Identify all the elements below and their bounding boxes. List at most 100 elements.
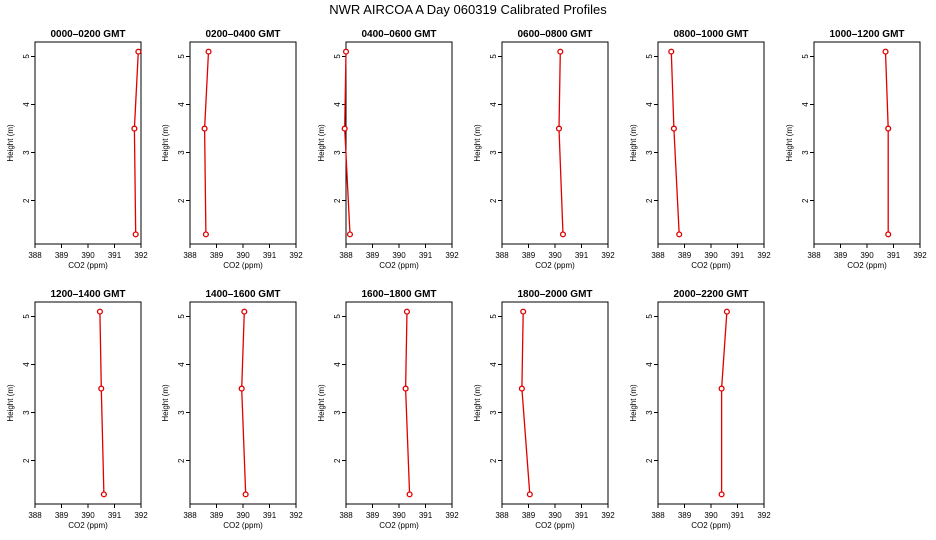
- x-axis-label: CO2 (ppm): [691, 261, 731, 270]
- data-point: [135, 48, 142, 55]
- x-tick-label: 390: [704, 511, 718, 520]
- x-tick-label: 392: [134, 251, 148, 260]
- y-tick-label: 2: [22, 458, 31, 463]
- data-point: [555, 125, 563, 132]
- data-point: [238, 385, 245, 392]
- y-tick-label: 4: [801, 102, 810, 107]
- y-axis-label: Height (m): [785, 124, 794, 162]
- figure-title: NWR AIRCOA A Day 060319 Calibrated Profi…: [329, 2, 607, 17]
- x-tick-label: 391: [263, 251, 277, 260]
- panel: 0200–0400 GMT 388 389 390 391 392 2 3 4 5 CO2 (ppm…: [161, 29, 303, 270]
- x-tick-label: 389: [210, 251, 224, 260]
- x-tick-label: 388: [495, 251, 509, 260]
- y-axis-label: Height (m): [161, 124, 170, 162]
- x-tick-label: 390: [81, 251, 95, 260]
- panel: 0400–0600 GMT 388 389 390 391 392 2 3 4 5 CO2 (ppm…: [317, 29, 459, 270]
- panel-title: 2000–2200 GMT: [673, 289, 748, 300]
- y-tick-label: 2: [177, 198, 186, 203]
- panel: 0600–0800 GMT 388 389 390 391 392 2 3 4 5 CO2 (ppm…: [473, 29, 615, 270]
- x-axis-label: CO2 (ppm): [691, 521, 731, 530]
- profile-line: [133, 51, 139, 235]
- x-tick-label: 389: [678, 251, 692, 260]
- x-tick-label: 388: [28, 511, 42, 520]
- x-tick-label: 390: [236, 511, 250, 520]
- profile-line: [203, 51, 210, 235]
- profile-line: [521, 311, 531, 495]
- x-tick-label: 391: [731, 251, 745, 260]
- x-tick-label: 391: [419, 251, 433, 260]
- x-tick-label: 388: [183, 251, 197, 260]
- panel: 1000–1200 GMT 388 389 390 391 392 2 3 4 5 CO2 (ppm…: [785, 29, 927, 270]
- y-tick-label: 5: [645, 54, 654, 59]
- x-tick-label: 391: [263, 511, 277, 520]
- y-axis-label: Height (m): [473, 384, 482, 422]
- y-axis-label: Height (m): [161, 384, 170, 422]
- y-axis-label: Height (m): [317, 384, 326, 422]
- x-tick-label: 391: [419, 511, 433, 520]
- y-tick-label: 5: [333, 314, 342, 319]
- x-tick-label: 391: [575, 511, 589, 520]
- plot-frame: [657, 301, 765, 505]
- y-tick-label: 3: [333, 150, 342, 155]
- profile-line: [720, 311, 728, 495]
- plot-frame: [657, 41, 765, 245]
- plot-frame: [345, 301, 453, 505]
- y-tick-label: 4: [22, 102, 31, 107]
- data-point: [241, 308, 248, 315]
- data-point: [526, 491, 533, 498]
- x-tick-label: 388: [339, 251, 353, 260]
- panel: 1600–1800 GMT 388 389 390 391 392 2 3 4 5 CO2 (ppm…: [317, 289, 459, 530]
- y-tick-label: 5: [489, 54, 498, 59]
- profile-line: [884, 51, 889, 235]
- panel-title: 0600–0800 GMT: [517, 29, 592, 40]
- x-tick-label: 390: [860, 251, 874, 260]
- x-axis-label: CO2 (ppm): [535, 261, 575, 270]
- panel-title: 0200–0400 GMT: [205, 29, 280, 40]
- y-tick-label: 3: [333, 410, 342, 415]
- y-tick-label: 3: [645, 150, 654, 155]
- x-tick-label: 391: [108, 251, 122, 260]
- y-tick-label: 2: [333, 458, 342, 463]
- data-point: [670, 125, 677, 132]
- data-point: [131, 125, 138, 132]
- x-axis-label: CO2 (ppm): [223, 521, 263, 530]
- y-tick-label: 5: [22, 314, 31, 319]
- plot-frame: [813, 41, 921, 245]
- data-point: [518, 385, 525, 392]
- y-tick-label: 3: [177, 150, 186, 155]
- y-tick-label: 3: [801, 150, 810, 155]
- y-tick-label: 3: [489, 410, 498, 415]
- x-tick-label: 389: [522, 251, 536, 260]
- data-point: [723, 308, 730, 315]
- x-tick-label: 390: [548, 251, 562, 260]
- y-tick-label: 5: [22, 54, 31, 59]
- y-tick-label: 4: [645, 102, 654, 107]
- panel: 1800–2000 GMT 388 389 390 391 392 2 3 4 5 CO2 (ppm…: [473, 289, 615, 530]
- x-tick-label: 390: [81, 511, 95, 520]
- y-tick-label: 4: [177, 102, 186, 107]
- y-tick-label: 5: [177, 54, 186, 59]
- plot-frame: [501, 301, 609, 505]
- y-tick-label: 3: [489, 150, 498, 155]
- x-tick-label: 392: [445, 511, 459, 520]
- x-tick-label: 389: [55, 511, 69, 520]
- data-point: [341, 125, 348, 132]
- panel: 0800–1000 GMT 388 389 390 391 392 2 3 4 5 CO2 (ppm…: [629, 29, 771, 270]
- plot-frame: [345, 41, 453, 245]
- x-tick-label: 389: [522, 511, 536, 520]
- data-point: [132, 231, 139, 238]
- data-point: [98, 385, 105, 392]
- data-point: [676, 231, 683, 238]
- data-point: [201, 125, 208, 132]
- x-tick-label: 392: [601, 511, 615, 520]
- y-tick-label: 2: [22, 198, 31, 203]
- data-point: [718, 491, 725, 498]
- profile-line: [670, 51, 680, 235]
- x-tick-label: 392: [601, 251, 615, 260]
- x-tick-label: 388: [495, 511, 509, 520]
- y-tick-label: 3: [22, 410, 31, 415]
- y-axis-label: Height (m): [629, 384, 638, 422]
- x-tick-label: 391: [575, 251, 589, 260]
- y-axis-label: Height (m): [6, 124, 15, 162]
- x-tick-label: 390: [392, 511, 406, 520]
